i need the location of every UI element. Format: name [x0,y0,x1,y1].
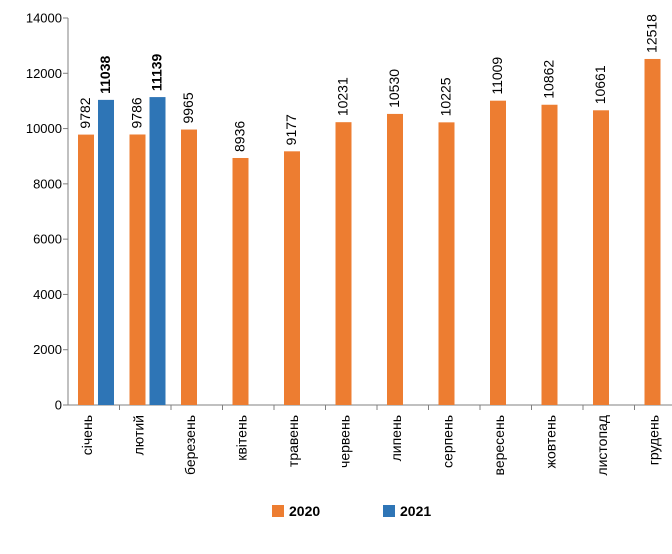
data-label: 12518 [644,14,660,53]
y-tick-label: 10000 [26,121,62,136]
bar-2021-2 [149,97,166,405]
y-tick-label: 4000 [33,287,62,302]
data-label: 11038 [97,56,113,94]
category-label: серпень [440,415,456,468]
legend-label: 2021 [400,503,431,519]
data-label: 9786 [129,97,145,128]
legend-swatch-2021 [383,505,395,517]
category-label: жовтень [543,415,559,468]
bar-2020-11 [593,110,609,405]
bar-2020-2 [129,134,146,405]
data-label: 10231 [335,77,351,116]
data-label: 11139 [149,53,165,91]
category-label: липень [388,415,404,461]
bar-2020-5 [284,151,300,405]
category-label: травень [285,415,301,467]
data-label: 10530 [386,69,402,108]
category-label: вересень [491,415,507,475]
data-label: 8936 [232,121,248,152]
y-tick-label: 8000 [33,176,62,191]
legend-swatch-2020 [272,505,284,517]
bar-2020-8 [438,122,455,406]
data-label: 9177 [283,114,299,145]
bar-2020-10 [541,104,558,405]
data-label: 10862 [541,60,557,99]
data-label: 10661 [592,65,608,104]
category-label: грудень [646,415,662,465]
y-tick-label: 14000 [26,11,62,26]
bar-2020-7 [387,113,403,405]
bar-2021-1 [98,99,114,405]
bar-2020-3 [181,129,197,405]
category-label: червень [337,415,353,468]
data-label: 9782 [77,97,93,128]
bar-2020-1 [78,134,94,405]
data-label: 11009 [489,57,505,95]
bar-2020-9 [490,100,506,406]
y-tick-label: 12000 [26,66,62,81]
y-tick-label: 2000 [33,342,62,357]
legend-label: 2020 [289,503,320,519]
y-tick-label: 0 [55,398,62,413]
bar-2020-4 [232,157,249,405]
y-tick-label: 6000 [33,232,62,247]
category-label: квітень [234,415,250,461]
axes: 0 2000 4000 6000 8000 10000 12000 14000 [26,11,672,413]
category-label: березень [182,415,198,475]
category-label: листопад [594,415,610,476]
category-labels: січень лютий березень квітень травень червень… [79,415,662,476]
data-label: 9965 [180,92,196,123]
bar-2020-12 [644,58,661,406]
bars [78,58,661,406]
data-label: 10225 [438,77,454,116]
category-label: лютий [131,415,147,455]
legend: 2020 2021 [272,503,431,519]
bar-2020-6 [335,122,352,406]
category-label: січень [79,415,95,455]
